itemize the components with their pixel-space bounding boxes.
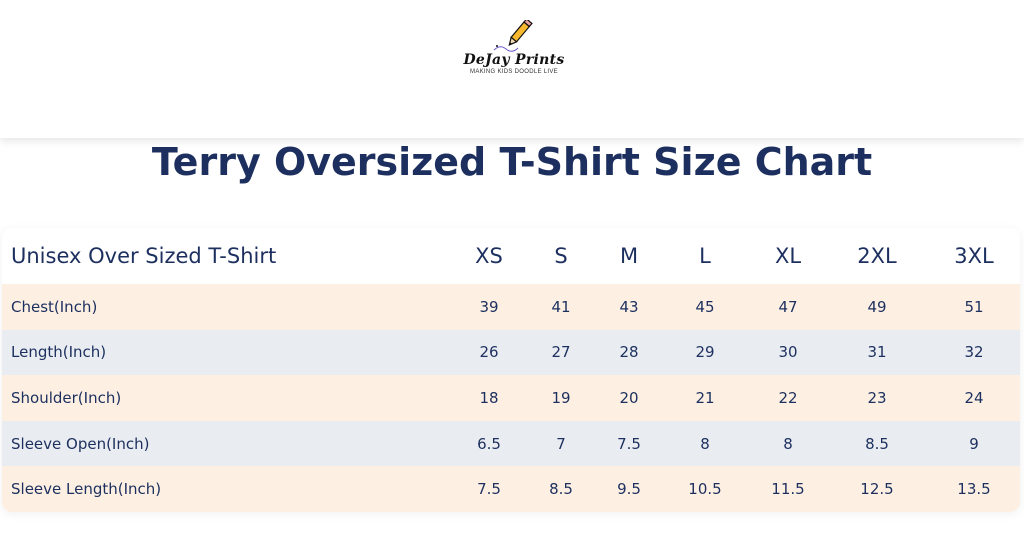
brand-tagline: MAKING KIDS DOODLE LIVE [470, 69, 558, 75]
measurement-label: Shoulder(Inch) [11, 388, 122, 407]
measurement-value: 45 [695, 297, 715, 316]
measurement-value: 39 [479, 297, 499, 316]
measurement-value: 28 [619, 343, 639, 362]
size-header: 3XL [954, 244, 994, 268]
measurement-value: 51 [964, 297, 984, 316]
measurement-value: 7 [556, 434, 566, 453]
measurement-value: 32 [964, 343, 984, 362]
pencil-icon [493, 20, 533, 52]
size-header: L [699, 244, 711, 268]
measurement-value: 43 [619, 297, 639, 316]
table-row: Chest(Inch) 39 41 43 45 47 49 51 [2, 284, 1020, 330]
measurement-value: 23 [867, 388, 887, 407]
brand-name: DeJay Prints [463, 52, 565, 68]
measurement-value: 30 [778, 343, 798, 362]
measurement-value: 7.5 [617, 434, 641, 453]
site-header: DeJay Prints MAKING KIDS DOODLE LIVE [0, 0, 1024, 138]
measurement-label: Sleeve Length(Inch) [11, 480, 162, 499]
measurement-value: 20 [619, 388, 639, 407]
table-header-label: Unisex Over Sized T-Shirt [11, 244, 277, 268]
size-header: M [619, 244, 639, 268]
measurement-value: 8 [783, 434, 793, 453]
measurement-value: 10.5 [688, 480, 722, 499]
measurement-value: 31 [867, 343, 887, 362]
page-title: Terry Oversized T-Shirt Size Chart [151, 140, 873, 184]
measurement-value: 12.5 [860, 480, 894, 499]
measurement-label: Length(Inch) [11, 343, 107, 362]
measurement-value: 21 [695, 388, 715, 407]
size-header: XL [774, 244, 802, 268]
size-header: 2XL [857, 244, 897, 268]
size-chart-table: Unisex Over Sized T-Shirt XS S M L XL 2XL 3XL C… [2, 228, 1020, 512]
table-row: Sleeve Length(Inch) 7.5 8.5 9.5 10.5 11.5 12.5… [2, 466, 1020, 512]
measurement-value: 13.5 [957, 480, 991, 499]
measurement-value: 18 [479, 388, 499, 407]
measurement-value: 8.5 [549, 480, 573, 499]
size-header: S [554, 244, 568, 268]
table-row: Length(Inch) 26 27 28 29 30 31 32 [2, 329, 1020, 376]
measurement-value: 6.5 [477, 434, 501, 453]
measurement-label: Chest(Inch) [11, 297, 98, 316]
size-header: XS [475, 244, 503, 268]
table-row: Shoulder(Inch) 18 19 20 21 22 23 24 [2, 375, 1020, 421]
measurement-value: 27 [551, 343, 571, 362]
table-header-row: Unisex Over Sized T-Shirt XS S M L XL 2XL 3XL [2, 228, 1020, 284]
measurement-value: 9 [969, 434, 979, 453]
measurement-value: 22 [778, 388, 798, 407]
measurement-value: 24 [964, 388, 984, 407]
measurement-value: 47 [778, 297, 798, 316]
measurement-label: Sleeve Open(Inch) [11, 434, 150, 453]
measurement-value: 8 [700, 434, 710, 453]
measurement-value: 8.5 [865, 434, 889, 453]
measurement-value: 29 [695, 343, 715, 362]
table-row: Sleeve Open(Inch) 6.5 7 7.5 8 8 8.5 9 [2, 420, 1020, 467]
brand-logo[interactable]: DeJay Prints MAKING KIDS DOODLE LIVE [452, 20, 576, 92]
measurement-value: 49 [867, 297, 887, 316]
measurement-value: 41 [551, 297, 571, 316]
measurement-value: 26 [479, 343, 499, 362]
measurement-value: 11.5 [771, 480, 805, 499]
measurement-value: 19 [551, 388, 571, 407]
measurement-value: 7.5 [477, 480, 501, 499]
measurement-value: 9.5 [617, 480, 641, 499]
